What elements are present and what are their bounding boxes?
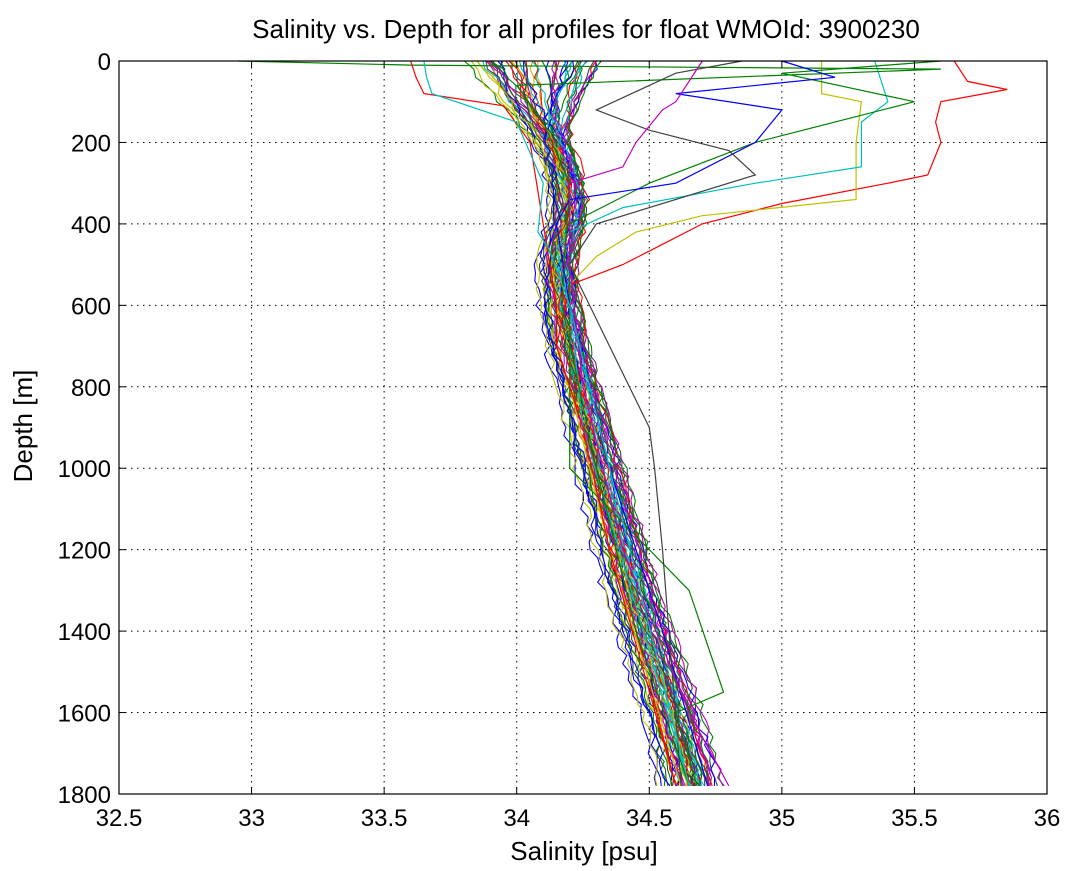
x-axis-title: Salinity [psu] (510, 836, 657, 866)
profile-line-outlier (569, 60, 757, 786)
axis-ticks (118, 60, 1048, 795)
x-tick-label: 34.5 (626, 805, 673, 832)
y-tick-label: 1600 (58, 701, 111, 728)
profile-line (477, 60, 688, 787)
x-tick-label: 32.5 (96, 805, 143, 832)
x-tick-label: 33.5 (361, 805, 408, 832)
profile-line (566, 60, 709, 786)
y-tick-label: 0 (98, 49, 111, 76)
x-tick-label: 33 (238, 805, 265, 832)
plot-frame (118, 60, 1048, 795)
y-tick-label: 1000 (58, 456, 111, 483)
profile-line (541, 60, 724, 787)
profile-line (523, 60, 696, 787)
y-tick-label: 1200 (58, 538, 111, 565)
y-axis-title: Depth [m] (8, 370, 38, 483)
chart-title: Salinity vs. Depth for all profiles for … (252, 14, 920, 44)
y-tick-label: 400 (71, 212, 111, 239)
profile-lines (238, 60, 1008, 787)
profile-line-outlier (569, 61, 863, 787)
profile-line-outlier (410, 60, 677, 787)
x-tick-label: 35 (769, 805, 796, 832)
profile-line-outlier (569, 60, 730, 787)
profile-line-outlier (423, 60, 690, 787)
y-tick-label: 800 (71, 375, 111, 402)
x-tick-label: 34 (503, 805, 530, 832)
y-tick-label: 200 (71, 130, 111, 157)
profile-line (489, 60, 703, 787)
x-tick-label: 35.5 (891, 805, 938, 832)
profile-line-outlier (238, 60, 941, 787)
y-tick-label: 1400 (58, 619, 111, 646)
y-tick-label: 1800 (58, 782, 111, 809)
profile-line (543, 60, 671, 787)
x-tick-labels: 32.5 33 33.5 34 34.5 35 35.5 36 (96, 805, 1061, 832)
profile-line (543, 60, 666, 786)
x-tick-label: 36 (1034, 805, 1061, 832)
profile-line (470, 60, 658, 787)
y-tick-labels: 0 200 400 600 800 1000 1200 1400 1600 1800 (58, 49, 111, 809)
profile-line-outlier (555, 60, 889, 787)
profile-line-outlier (555, 60, 836, 787)
y-tick-label: 600 (71, 293, 111, 320)
